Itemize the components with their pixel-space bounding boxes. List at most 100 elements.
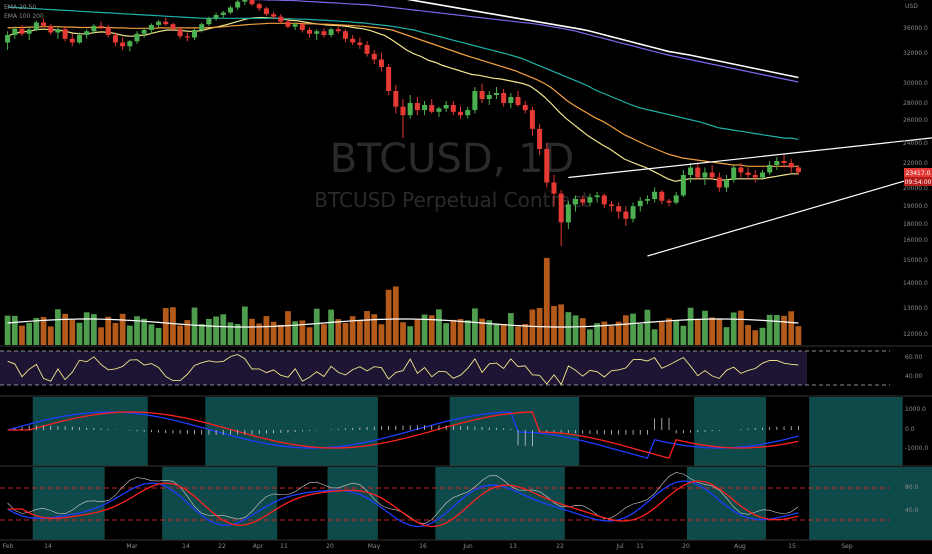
time-tick-label: 22	[556, 543, 564, 550]
volume-bar	[428, 315, 435, 345]
candle-body	[141, 30, 147, 34]
candle-body	[702, 172, 708, 178]
candle-body	[587, 197, 593, 203]
candle-body	[666, 200, 672, 203]
price-tick-label: 32000.0	[903, 50, 928, 57]
candle-body	[249, 0, 255, 5]
volume-bar	[4, 315, 11, 345]
stoch-shade	[327, 467, 378, 540]
macd-shade	[694, 397, 767, 466]
candle-body	[321, 31, 327, 35]
time-tick-label: 14	[44, 543, 52, 550]
trendline-lower[interactable]	[647, 143, 932, 257]
volume-bar	[622, 315, 629, 345]
candle-body	[450, 105, 456, 112]
trendline-upper[interactable]	[568, 127, 932, 179]
time-tick-label: 13	[509, 543, 517, 550]
volume-bar	[364, 311, 370, 345]
candle-body	[328, 29, 334, 35]
volume-bar	[464, 320, 471, 345]
candle-body	[170, 24, 176, 30]
candle-body	[278, 16, 284, 22]
candle-body	[601, 195, 607, 205]
volume-bar	[407, 326, 414, 345]
price-tick-label: 30000.0	[903, 80, 928, 87]
volume-bar	[529, 309, 536, 345]
time-tick-label: Sep	[841, 543, 853, 550]
volume-bar	[371, 314, 378, 345]
candle-body	[479, 91, 485, 99]
price-tick-label: 13000.0	[903, 305, 928, 312]
price-axis[interactable]: USD 36000.0 32000.0 30000.0 28000.0 26000.0 24…	[0, 3, 932, 541]
volume-bar	[472, 308, 478, 345]
last-price-tag	[904, 168, 932, 177]
candle-body	[637, 200, 643, 207]
volume-bar	[19, 325, 25, 345]
time-axis[interactable]: Feb 14 Mar 14 22 Apr 11 20 May 16 Jun 13 22 Jul 11 20 Au…	[3, 543, 853, 550]
candle-body	[486, 95, 492, 99]
macd-shade	[205, 397, 378, 466]
time-tick-label: Mar	[126, 543, 138, 550]
volume-bar	[608, 326, 615, 345]
candle-body	[285, 21, 291, 27]
macd-shade	[32, 397, 148, 466]
candle-body	[148, 25, 154, 30]
candle-body	[422, 105, 428, 111]
volume-bar	[644, 309, 651, 345]
time-tick-label: 11	[280, 543, 288, 550]
volume-bar	[313, 308, 320, 345]
candle-body	[206, 18, 212, 25]
price-tick-label: 18000.0	[903, 221, 928, 228]
candle-body	[501, 93, 507, 103]
stoch-tick-label: 40.0	[905, 507, 919, 514]
volume-bar	[781, 315, 787, 345]
trendlines	[568, 127, 932, 257]
stoch-tick-label: 80.0	[905, 484, 919, 491]
candle-body	[112, 35, 118, 43]
candle-body	[529, 110, 535, 129]
volume-bar	[486, 320, 493, 345]
volume-bar	[694, 319, 701, 345]
volume-bar	[630, 313, 636, 345]
volume-bar	[601, 321, 608, 345]
candle-body	[292, 24, 298, 27]
volume-bar	[335, 319, 342, 345]
candle-body	[673, 195, 679, 203]
candle-body	[508, 97, 514, 103]
stoch-shade	[32, 467, 105, 540]
candle-body	[213, 15, 219, 19]
time-tick-label: 22	[218, 543, 226, 550]
candle-body	[235, 1, 241, 8]
volume-bar	[493, 324, 500, 345]
volume-bar	[198, 323, 205, 345]
ema-line-4	[406, 0, 799, 79]
time-tick-label: 15	[788, 543, 796, 550]
time-tick-label: Jul	[615, 543, 624, 550]
volume-bar	[126, 325, 133, 345]
candle-body	[76, 35, 83, 43]
time-tick-label: Jun	[462, 543, 473, 550]
candle-body	[774, 161, 780, 165]
macd-tick-label: 1000.0	[905, 406, 926, 413]
candle-body	[429, 105, 435, 112]
candle-body	[745, 172, 751, 175]
candle-body	[156, 21, 162, 25]
volume-bar	[543, 257, 550, 345]
ema-line-2	[7, 6, 799, 140]
volume-bar	[328, 309, 334, 345]
volume-bar	[673, 320, 680, 345]
candle-body	[62, 29, 68, 39]
price-tick-label: 26000.0	[903, 117, 928, 124]
candle-body	[752, 175, 758, 178]
volume-bar	[55, 309, 61, 345]
volume-bar	[83, 312, 90, 345]
currency-label: USD	[905, 3, 918, 10]
volume-bar	[162, 307, 169, 345]
volume-bar	[385, 289, 392, 345]
candle-body	[227, 7, 233, 13]
candle-body	[407, 103, 413, 116]
volume-bar	[651, 329, 658, 345]
candle-body	[33, 22, 39, 30]
volume-bar	[306, 327, 313, 345]
